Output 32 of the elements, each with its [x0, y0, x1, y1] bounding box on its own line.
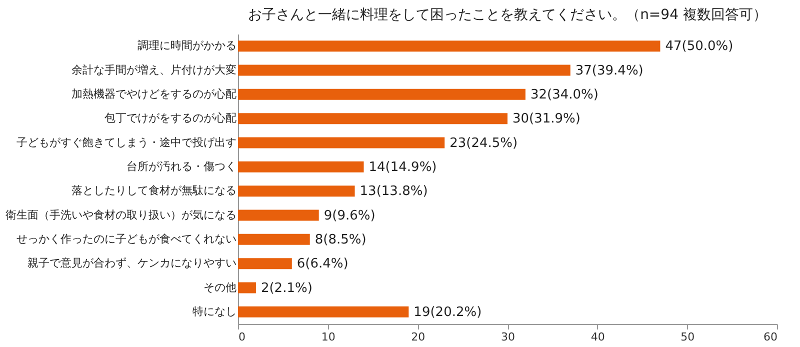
- data-label: 14(14.9%): [368, 160, 437, 175]
- x-tick-label: 50: [680, 330, 695, 344]
- x-tick-label: 30: [501, 330, 515, 344]
- data-label: 8(8.5%): [314, 232, 366, 248]
- y-tick-label: その他: [204, 280, 236, 294]
- data-label: 9(9.6%): [324, 208, 376, 224]
- y-tick-label: 加熱機器でやけどをするのが心配: [72, 87, 236, 100]
- y-tick-label: 台所が汚れる・傷つく: [126, 160, 236, 173]
- data-label: 6(6.4%): [296, 256, 348, 272]
- x-tick-label: 10: [321, 330, 336, 344]
- y-tick-label: 余計な手間が増え、片付けが大変: [72, 63, 236, 76]
- y-tick-label: せっかく作ったのに子どもが食べてくれない: [16, 232, 236, 246]
- data-label: 19(20.2%): [414, 304, 482, 320]
- data-label: 37(39.4%): [575, 63, 644, 78]
- x-tick-label: 40: [590, 330, 605, 344]
- data-label: 23(24.5%): [450, 136, 518, 151]
- chart-title: お子さんと一緒に料理をして困ったことを教えてください。（n=94 複数回答可）: [248, 7, 767, 23]
- x-tick-label: 0: [238, 330, 246, 344]
- x-tick-label: 60: [764, 330, 778, 344]
- y-tick-label: 落としたりして食材が無駄になる: [72, 184, 236, 198]
- data-label: 13(13.8%): [360, 184, 428, 200]
- x-tick-label: 20: [411, 330, 426, 344]
- data-label: 32(34.0%): [530, 87, 598, 102]
- y-tick-label: 親子で意見が合わず、ケンカになりやすい: [28, 256, 236, 270]
- y-tick-label: 特になし: [192, 304, 236, 318]
- y-tick-label: 包丁でけがをするのが心配: [104, 112, 236, 125]
- y-tick-label: 衛生面（手洗いや食材の取り扱い）が気になる: [6, 208, 236, 222]
- y-tick-label: 子どもがすぐ飽きてしまう・途中で投げ出す: [16, 136, 236, 149]
- data-label: 47(50.0%): [665, 39, 734, 54]
- data-label: 30(31.9%): [512, 112, 580, 127]
- data-label: 2(2.1%): [260, 280, 312, 296]
- y-tick-label: 調理に時間がかかる: [138, 39, 236, 52]
